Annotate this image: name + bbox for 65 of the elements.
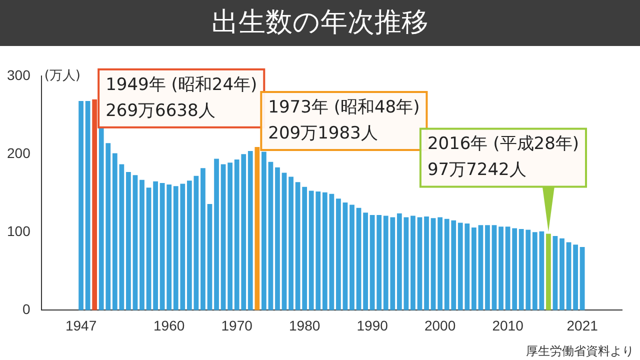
bar xyxy=(505,226,510,310)
bar xyxy=(424,216,429,310)
annotation: 2016年 (平成28年) 97万7242人 xyxy=(427,134,580,180)
bar xyxy=(214,158,219,310)
bar xyxy=(356,208,362,310)
bar xyxy=(288,176,294,310)
bar xyxy=(220,164,226,310)
bar xyxy=(560,238,564,310)
annotation: 1949年 (昭和24年) 269万6638人 xyxy=(106,74,258,121)
bar xyxy=(268,162,274,310)
bar xyxy=(396,213,402,310)
bar xyxy=(336,198,341,310)
bar xyxy=(566,242,572,310)
x-tick-label: 1970 xyxy=(221,317,253,334)
y-tick-label: 0 xyxy=(22,301,31,318)
bar xyxy=(430,218,436,310)
annotation: 1973年 (昭和48年) 209万1983人 xyxy=(268,97,420,144)
bar xyxy=(417,217,422,310)
y-tick-label: 200 xyxy=(7,144,31,161)
bar xyxy=(350,204,354,310)
bar xyxy=(275,167,280,310)
bar xyxy=(363,212,368,310)
chart-title: 出生数の年次推移 xyxy=(0,0,640,46)
bar xyxy=(207,204,212,310)
bar xyxy=(573,244,578,310)
bar xyxy=(262,152,266,310)
bar xyxy=(126,172,131,310)
x-tick-label: 1960 xyxy=(154,317,185,334)
x-tick-label: 1980 xyxy=(289,317,320,334)
bar xyxy=(228,162,233,310)
bar xyxy=(153,181,158,310)
bar xyxy=(512,228,518,310)
bar xyxy=(546,234,551,310)
x-tick-label: 2000 xyxy=(424,317,456,334)
y-tick-label: 300 xyxy=(7,66,31,83)
bar xyxy=(140,180,144,310)
bar xyxy=(478,225,484,310)
bar xyxy=(580,246,585,310)
bar xyxy=(85,100,90,310)
bar xyxy=(78,100,84,310)
x-tick-label: 2010 xyxy=(492,317,524,334)
bar xyxy=(498,226,504,310)
y-tick-label: 100 xyxy=(7,222,31,239)
bar xyxy=(552,236,558,310)
y-axis-title: (万人) xyxy=(44,68,81,84)
x-tick-label: 1947 xyxy=(65,317,97,334)
bar xyxy=(410,216,416,310)
bar xyxy=(472,227,476,310)
bar xyxy=(342,202,348,310)
bar xyxy=(492,225,497,310)
x-tick-label: 1990 xyxy=(356,317,388,334)
bar xyxy=(132,175,138,310)
bar xyxy=(485,225,490,310)
bar xyxy=(194,176,199,310)
bar xyxy=(200,168,206,310)
x-tick-label: 2021 xyxy=(566,317,598,334)
bar xyxy=(404,217,409,310)
text: 厚生労働省資料より xyxy=(526,344,634,358)
bar xyxy=(438,217,443,310)
bar xyxy=(295,182,300,310)
bar xyxy=(248,150,253,310)
bar xyxy=(146,188,152,310)
bar xyxy=(282,172,287,310)
bar xyxy=(186,180,192,310)
bar xyxy=(302,186,308,310)
